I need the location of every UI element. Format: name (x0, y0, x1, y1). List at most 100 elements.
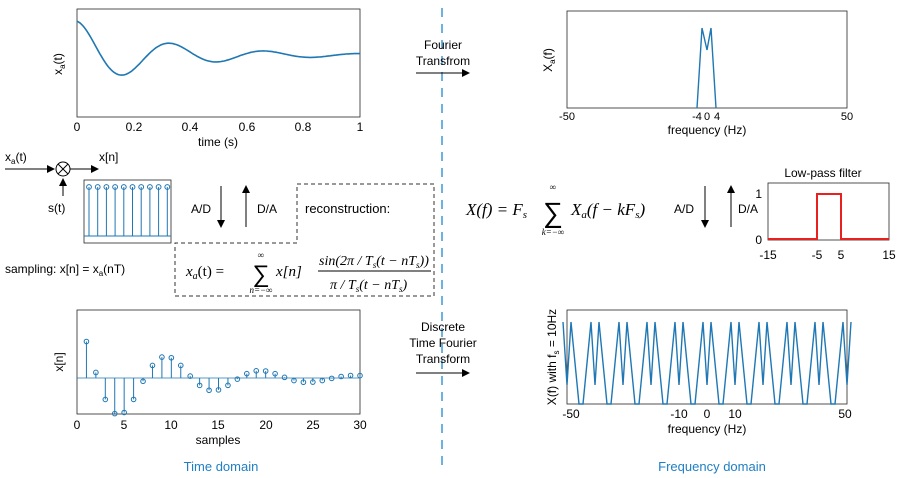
stem-marker (225, 382, 231, 389)
reconstruction-lhs: xa(t) = (185, 264, 224, 282)
stem-marker (187, 373, 193, 379)
filter-title: Low-pass filter (784, 166, 861, 180)
time-plot-x-label: time (s) (198, 135, 238, 149)
time-plot-x-ticks: 0 0.2 0.4 0.6 0.8 1 (74, 120, 364, 134)
impulse-marker (138, 184, 145, 190)
stem-markers (83, 338, 363, 417)
left-conversion-arrows: A/D D/A (191, 185, 277, 228)
stem-marker (168, 354, 175, 361)
sampler-output-label: x[n] (99, 150, 118, 164)
reconstruction-term: x[n] (275, 264, 302, 280)
stem-marker (300, 379, 307, 386)
stem-marker (130, 396, 137, 403)
stem-plot: 0 5 10 15 20 25 30 samples x[n] (52, 309, 367, 447)
stem-marker (357, 372, 363, 379)
frequency-domain-label: Frequency domain (658, 459, 766, 474)
dtft-sum-bottom: k=−∞ (542, 227, 565, 237)
tick-label: -50 (559, 111, 575, 123)
tick-label: 25 (306, 418, 320, 432)
time-plot-frame (76, 8, 361, 118)
impulse-marker (129, 184, 136, 190)
stem-marker (262, 368, 269, 374)
spectrum-y-label: Xa(f) (541, 48, 557, 72)
dtft-sum-top: ∞ (550, 182, 556, 192)
stem-marker (319, 377, 326, 384)
filter-response (768, 193, 889, 240)
tick-label: -15 (759, 248, 777, 262)
dtft-label-line3: Transform (416, 352, 470, 366)
multiplier-cross-b (57, 163, 69, 175)
stem-marker (347, 372, 354, 379)
stem-marker (177, 362, 184, 369)
stem-marker (281, 374, 288, 381)
tick-label: 5 (838, 248, 845, 262)
stem-marker (121, 409, 127, 416)
tick-label: 1 (357, 120, 364, 134)
periodic-x-label: frequency (Hz) (668, 422, 747, 436)
filter-plot-frame (767, 182, 890, 241)
reconstruction-formula: reconstruction: xa(t) = ∞ ∑ n=−∞ x[n] si… (174, 183, 435, 297)
tick-label: -10 (670, 407, 688, 421)
stem-marker (149, 362, 156, 369)
stem-marker (196, 382, 203, 389)
dtft-formula-lhs: X(f) = Fs (465, 200, 527, 221)
tick-label: -5 (812, 248, 823, 262)
tick-label: -50 (562, 407, 580, 421)
tick-label: 10 (164, 418, 178, 432)
time-signal-curve (76, 20, 360, 76)
stem-y-label: x[n] (52, 352, 66, 371)
left-da-label: D/A (257, 202, 277, 216)
right-da-label: D/A (738, 202, 758, 216)
time-signal-plot: 0 0.2 0.4 0.6 0.8 1 time (s) xa(t) (51, 8, 364, 149)
tick-label: 0.4 (182, 120, 199, 134)
impulse-train-frame (83, 179, 172, 244)
sampler-input-label: xa(t) (5, 150, 27, 166)
impulse-train (84, 184, 171, 237)
stem-marker (328, 375, 335, 382)
sampling-equation: sampling: x[n] = xa(nT) (5, 262, 125, 278)
dtft-label-line1: Discrete (421, 320, 465, 334)
reconstruction-sum-sign: ∑ (252, 261, 269, 288)
time-domain-label: Time domain (184, 459, 259, 474)
reconstruction-sum-bottom: n=−∞ (249, 285, 272, 295)
low-pass-filter-plot: Low-pass filter 1 0 -15 -5 5 15 (755, 166, 896, 262)
stem-marker (234, 376, 241, 382)
tick-label: 50 (838, 407, 852, 421)
fourier-label-line2: Transfrom (416, 54, 470, 68)
tick-label: 0 (704, 407, 711, 421)
tick-label: 0.8 (295, 120, 312, 134)
right-ad-label: A/D (674, 202, 694, 216)
stem-marker (291, 377, 297, 384)
tick-label: 0.2 (126, 120, 143, 134)
tick-label: 15 (882, 248, 896, 262)
stem-marker (159, 354, 165, 360)
tick-label: 0 (74, 120, 81, 134)
right-conversion-arrows: A/D D/A (674, 185, 758, 228)
left-ad-label: A/D (191, 202, 211, 216)
reconstruction-sum-top: ∞ (258, 250, 264, 260)
stem-marker (206, 387, 212, 394)
filter-y-tick: 1 (755, 187, 762, 201)
spectrum-plot-frame (566, 10, 848, 109)
impulse-marker (86, 184, 92, 190)
stem-marker (111, 410, 118, 417)
periodic-plot-frame (566, 309, 848, 405)
impulse-marker (103, 184, 110, 190)
stem-marker (310, 379, 316, 385)
dtft-formula-term: Xa(f − kFs) (570, 200, 645, 221)
clock-label: s(t) (48, 201, 65, 215)
tick-label: 30 (353, 418, 367, 432)
dtft-formula: X(f) = Fs ∞ ∑ k=−∞ Xa(f − kFs) (465, 182, 645, 237)
dtft-sum-sign: ∑ (543, 197, 563, 228)
reconstruction-numerator: sin(2π / Ts(t − nTs)) (319, 254, 429, 270)
stem-marker (244, 370, 250, 377)
tick-label: 0 (704, 111, 710, 123)
impulse-marker (164, 184, 171, 190)
tick-label: 0.6 (239, 120, 256, 134)
tick-label: -4 (692, 111, 702, 123)
spectrum-x-label: frequency (Hz) (668, 123, 747, 137)
time-plot-y-label: xa(t) (51, 53, 67, 75)
tick-label: 4 (714, 111, 720, 123)
tick-label: 10 (728, 407, 742, 421)
periodic-spectrum-curve (562, 321, 852, 405)
